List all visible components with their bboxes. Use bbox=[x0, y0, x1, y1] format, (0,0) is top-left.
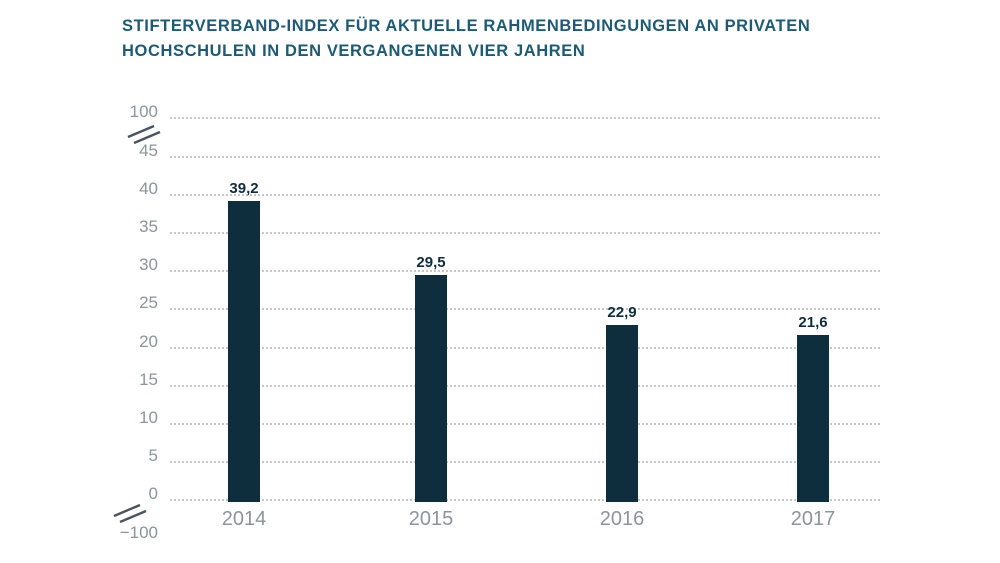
chart-title-line2: HOCHSCHULEN IN DEN VERGANGENEN VIER JAHR… bbox=[122, 42, 586, 60]
y-axis-tick-label: 20 bbox=[139, 331, 158, 351]
x-axis-label: 2015 bbox=[408, 508, 454, 530]
gridline bbox=[170, 156, 880, 158]
gridline bbox=[170, 346, 880, 349]
gridline bbox=[170, 194, 880, 197]
y-axis-tick-label: 15 bbox=[139, 369, 158, 389]
bar-value-label: 22,9 bbox=[607, 304, 637, 322]
y-axis-tick-label: −100 bbox=[119, 523, 158, 542]
gridline bbox=[170, 499, 880, 501]
bar-2017 bbox=[797, 335, 829, 502]
chart-title: STIFTERVERBAND-INDEX FÜR AKTUELLE RAHMEN… bbox=[122, 14, 810, 64]
y-axis-tick-label: 0 bbox=[148, 484, 158, 503]
axis-break-bottom-icon bbox=[112, 501, 148, 530]
gridline bbox=[170, 422, 880, 425]
bar-2015 bbox=[415, 275, 447, 502]
y-axis-tick-label: 25 bbox=[139, 293, 158, 313]
y-axis-tick-label: 10 bbox=[139, 407, 158, 427]
x-axis-label: 2014 bbox=[221, 508, 267, 530]
y-axis-tick-label: 40 bbox=[139, 179, 158, 199]
bar-2014 bbox=[228, 201, 260, 502]
y-axis-tick-label: 45 bbox=[139, 141, 158, 160]
y-axis-tick-label: 5 bbox=[148, 445, 158, 465]
bar-value-label: 21,6 bbox=[798, 314, 828, 332]
bar-2016 bbox=[606, 325, 638, 502]
bar-value-label: 29,5 bbox=[416, 254, 446, 272]
y-axis-tick-label: 35 bbox=[139, 217, 158, 237]
gridline bbox=[170, 232, 880, 235]
gridline bbox=[170, 384, 880, 387]
y-axis-tick-label: 30 bbox=[139, 255, 158, 275]
x-axis-label: 2016 bbox=[599, 508, 645, 530]
gridline bbox=[170, 117, 880, 119]
gridline bbox=[170, 308, 880, 311]
axis-break-top-icon bbox=[126, 122, 162, 151]
x-axis-label: 2017 bbox=[790, 508, 836, 530]
y-axis-tick-label: 100 bbox=[129, 102, 158, 121]
chart-title-line1: STIFTERVERBAND-INDEX FÜR AKTUELLE RAHMEN… bbox=[122, 17, 811, 35]
gridline bbox=[170, 460, 880, 463]
gridline bbox=[170, 270, 880, 273]
bar-value-label: 39,2 bbox=[229, 180, 259, 198]
